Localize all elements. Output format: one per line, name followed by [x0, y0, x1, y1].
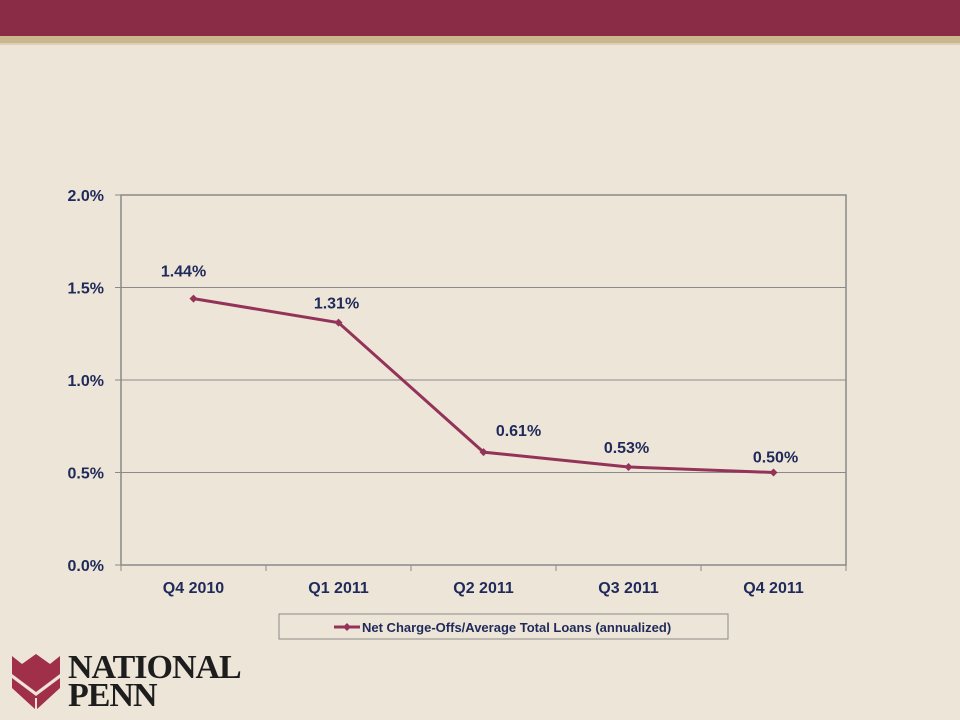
- logo-wordmark: NATIONAL PENN: [68, 649, 242, 714]
- data-point: [189, 294, 198, 303]
- data-label: 0.61%: [496, 423, 541, 440]
- legend: Net Charge-Offs/Average Total Loans (ann…: [278, 613, 729, 640]
- data-point: [769, 468, 778, 477]
- gridlines: [121, 287, 846, 473]
- data-label: 1.44%: [161, 264, 206, 281]
- y-tick-label: 1.5%: [68, 281, 104, 298]
- logo-line-2: PENN: [68, 677, 158, 714]
- y-tick-label: 1.0%: [68, 373, 104, 390]
- y-tick-label: 0.5%: [68, 466, 104, 483]
- x-tick-label: Q4 2010: [163, 580, 224, 597]
- series-markers: [189, 294, 778, 477]
- logo-line-1: NATIONAL: [68, 649, 242, 686]
- legend-label: Net Charge-Offs/Average Total Loans (ann…: [362, 620, 671, 635]
- x-tick-label: Q4 2011: [743, 580, 804, 597]
- data-label: 0.53%: [604, 440, 649, 457]
- data-labels: 1.44% 1.31% 0.61% 0.53% 0.50%: [161, 264, 798, 467]
- data-point: [334, 318, 343, 327]
- y-axis: 0.0% 0.5% 1.0% 1.5% 2.0%: [68, 188, 121, 575]
- data-point: [624, 462, 633, 471]
- y-tick-label: 0.0%: [68, 558, 104, 575]
- national-penn-logo: NATIONAL PENN: [8, 649, 268, 714]
- x-tick-label: Q3 2011: [598, 580, 659, 597]
- x-tick-label: Q1 2011: [308, 580, 369, 597]
- tulip-logo-icon: [12, 654, 60, 710]
- legend-swatch-marker: [343, 623, 351, 631]
- data-label: 0.50%: [753, 450, 798, 467]
- y-tick-label: 2.0%: [68, 188, 104, 205]
- data-label: 1.31%: [314, 296, 359, 313]
- data-point: [479, 448, 488, 457]
- x-tick-label: Q2 2011: [453, 580, 514, 597]
- header-bar: [0, 0, 960, 36]
- header-accent-line-light: [0, 43, 960, 45]
- header-accent-line: [0, 36, 960, 43]
- x-axis: Q4 2010 Q1 2011 Q2 2011 Q3 2011 Q4 2011: [120, 565, 847, 597]
